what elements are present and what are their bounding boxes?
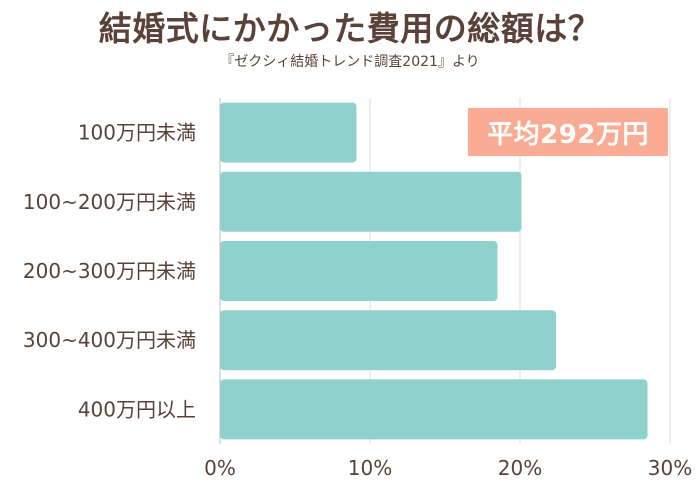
x-tick-label: 30% <box>648 456 692 480</box>
bar <box>220 241 498 301</box>
chart-subtitle: 『ゼクシィ結婚トレンド調査2021』より <box>220 54 480 70</box>
x-tick-label: 20% <box>498 456 542 480</box>
category-label: 400万円以上 <box>78 397 196 421</box>
x-tick-label: 10% <box>348 456 392 480</box>
bar <box>220 379 648 440</box>
category-label: 100~200万円未満 <box>23 190 196 214</box>
tick-labels: 0% 10% 20% 30% <box>204 456 692 480</box>
chart-title: 結婚式にかかった費用の総額は？ <box>98 9 602 48</box>
bar <box>220 310 556 371</box>
bar <box>220 171 522 232</box>
category-label: 100万円未満 <box>78 121 196 145</box>
bar <box>220 102 357 163</box>
category-label: 200~300万円未満 <box>23 259 196 283</box>
category-labels: 100万円未満 100~200万円未満 200~300万円未満 300~400万円未満… <box>23 121 196 422</box>
bars <box>220 102 648 440</box>
category-label: 300~400万円未満 <box>23 328 196 352</box>
average-badge: 平均292万円 <box>468 108 668 156</box>
x-tick-label: 0% <box>204 456 236 480</box>
